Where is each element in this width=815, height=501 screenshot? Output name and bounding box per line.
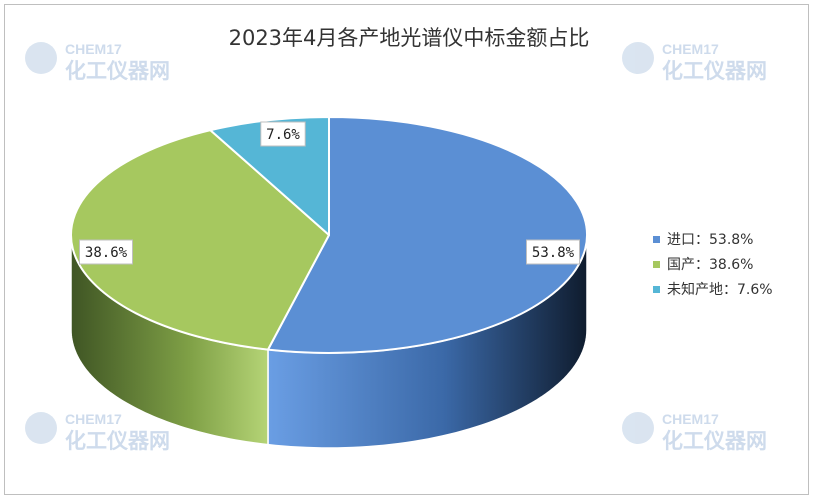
watermark-logo-icon (622, 412, 654, 444)
data-label-box (260, 121, 306, 147)
legend-item-1[interactable]: 进口：53.8% (653, 232, 753, 248)
data-label-2: 38.6% (79, 239, 133, 265)
watermark-brand: CHEM17 (65, 411, 122, 427)
watermark-logo-icon (25, 412, 57, 444)
data-label-3: 7.6% (260, 121, 306, 147)
legend: 进口：53.8% 国产：38.6% 未知产地：7.6% (653, 232, 773, 298)
legend-label: 国产：38.6% (667, 257, 753, 273)
watermark-logo-icon (622, 42, 654, 74)
pie-slice-2[interactable] (70, 129, 330, 351)
data-label-text: 7.6% (266, 127, 300, 143)
watermark-name: 化工仪器网 (662, 59, 767, 83)
data-label-box (526, 239, 580, 265)
data-label-text: 38.6% (85, 245, 128, 261)
legend-swatch (653, 286, 660, 293)
watermark-logo-icon (25, 42, 57, 74)
watermark-brand: CHEM17 (662, 41, 719, 57)
pie-slices (70, 116, 588, 354)
watermark-name: 化工仪器网 (662, 429, 767, 453)
data-label-text: 53.8% (532, 245, 575, 261)
legend-item-3[interactable]: 未知产地：7.6% (653, 281, 773, 298)
watermark-brand: CHEM17 (65, 41, 122, 57)
data-label-1: 53.8% (526, 239, 580, 265)
watermark-name: 化工仪器网 (65, 59, 170, 83)
watermark: CHEM17 化工仪器网 (25, 41, 170, 83)
watermark: CHEM17 化工仪器网 (622, 411, 767, 453)
legend-swatch (653, 261, 660, 268)
data-labels: 53.8% 38.6% 7.6% (79, 121, 580, 265)
chart-title: 2023年4月各产地光谱仪中标金额占比 (229, 26, 590, 50)
watermark: CHEM17 化工仪器网 (622, 41, 767, 83)
pie-slice-1[interactable] (266, 116, 588, 354)
legend-label: 进口：53.8% (667, 232, 753, 248)
watermark-name: 化工仪器网 (65, 429, 170, 453)
watermark-brand: CHEM17 (662, 411, 719, 427)
legend-swatch (653, 236, 660, 243)
legend-item-2[interactable]: 国产：38.6% (653, 257, 753, 273)
legend-label: 未知产地：7.6% (667, 281, 773, 298)
data-label-box (79, 239, 133, 265)
watermark: CHEM17 化工仪器网 (25, 411, 170, 453)
